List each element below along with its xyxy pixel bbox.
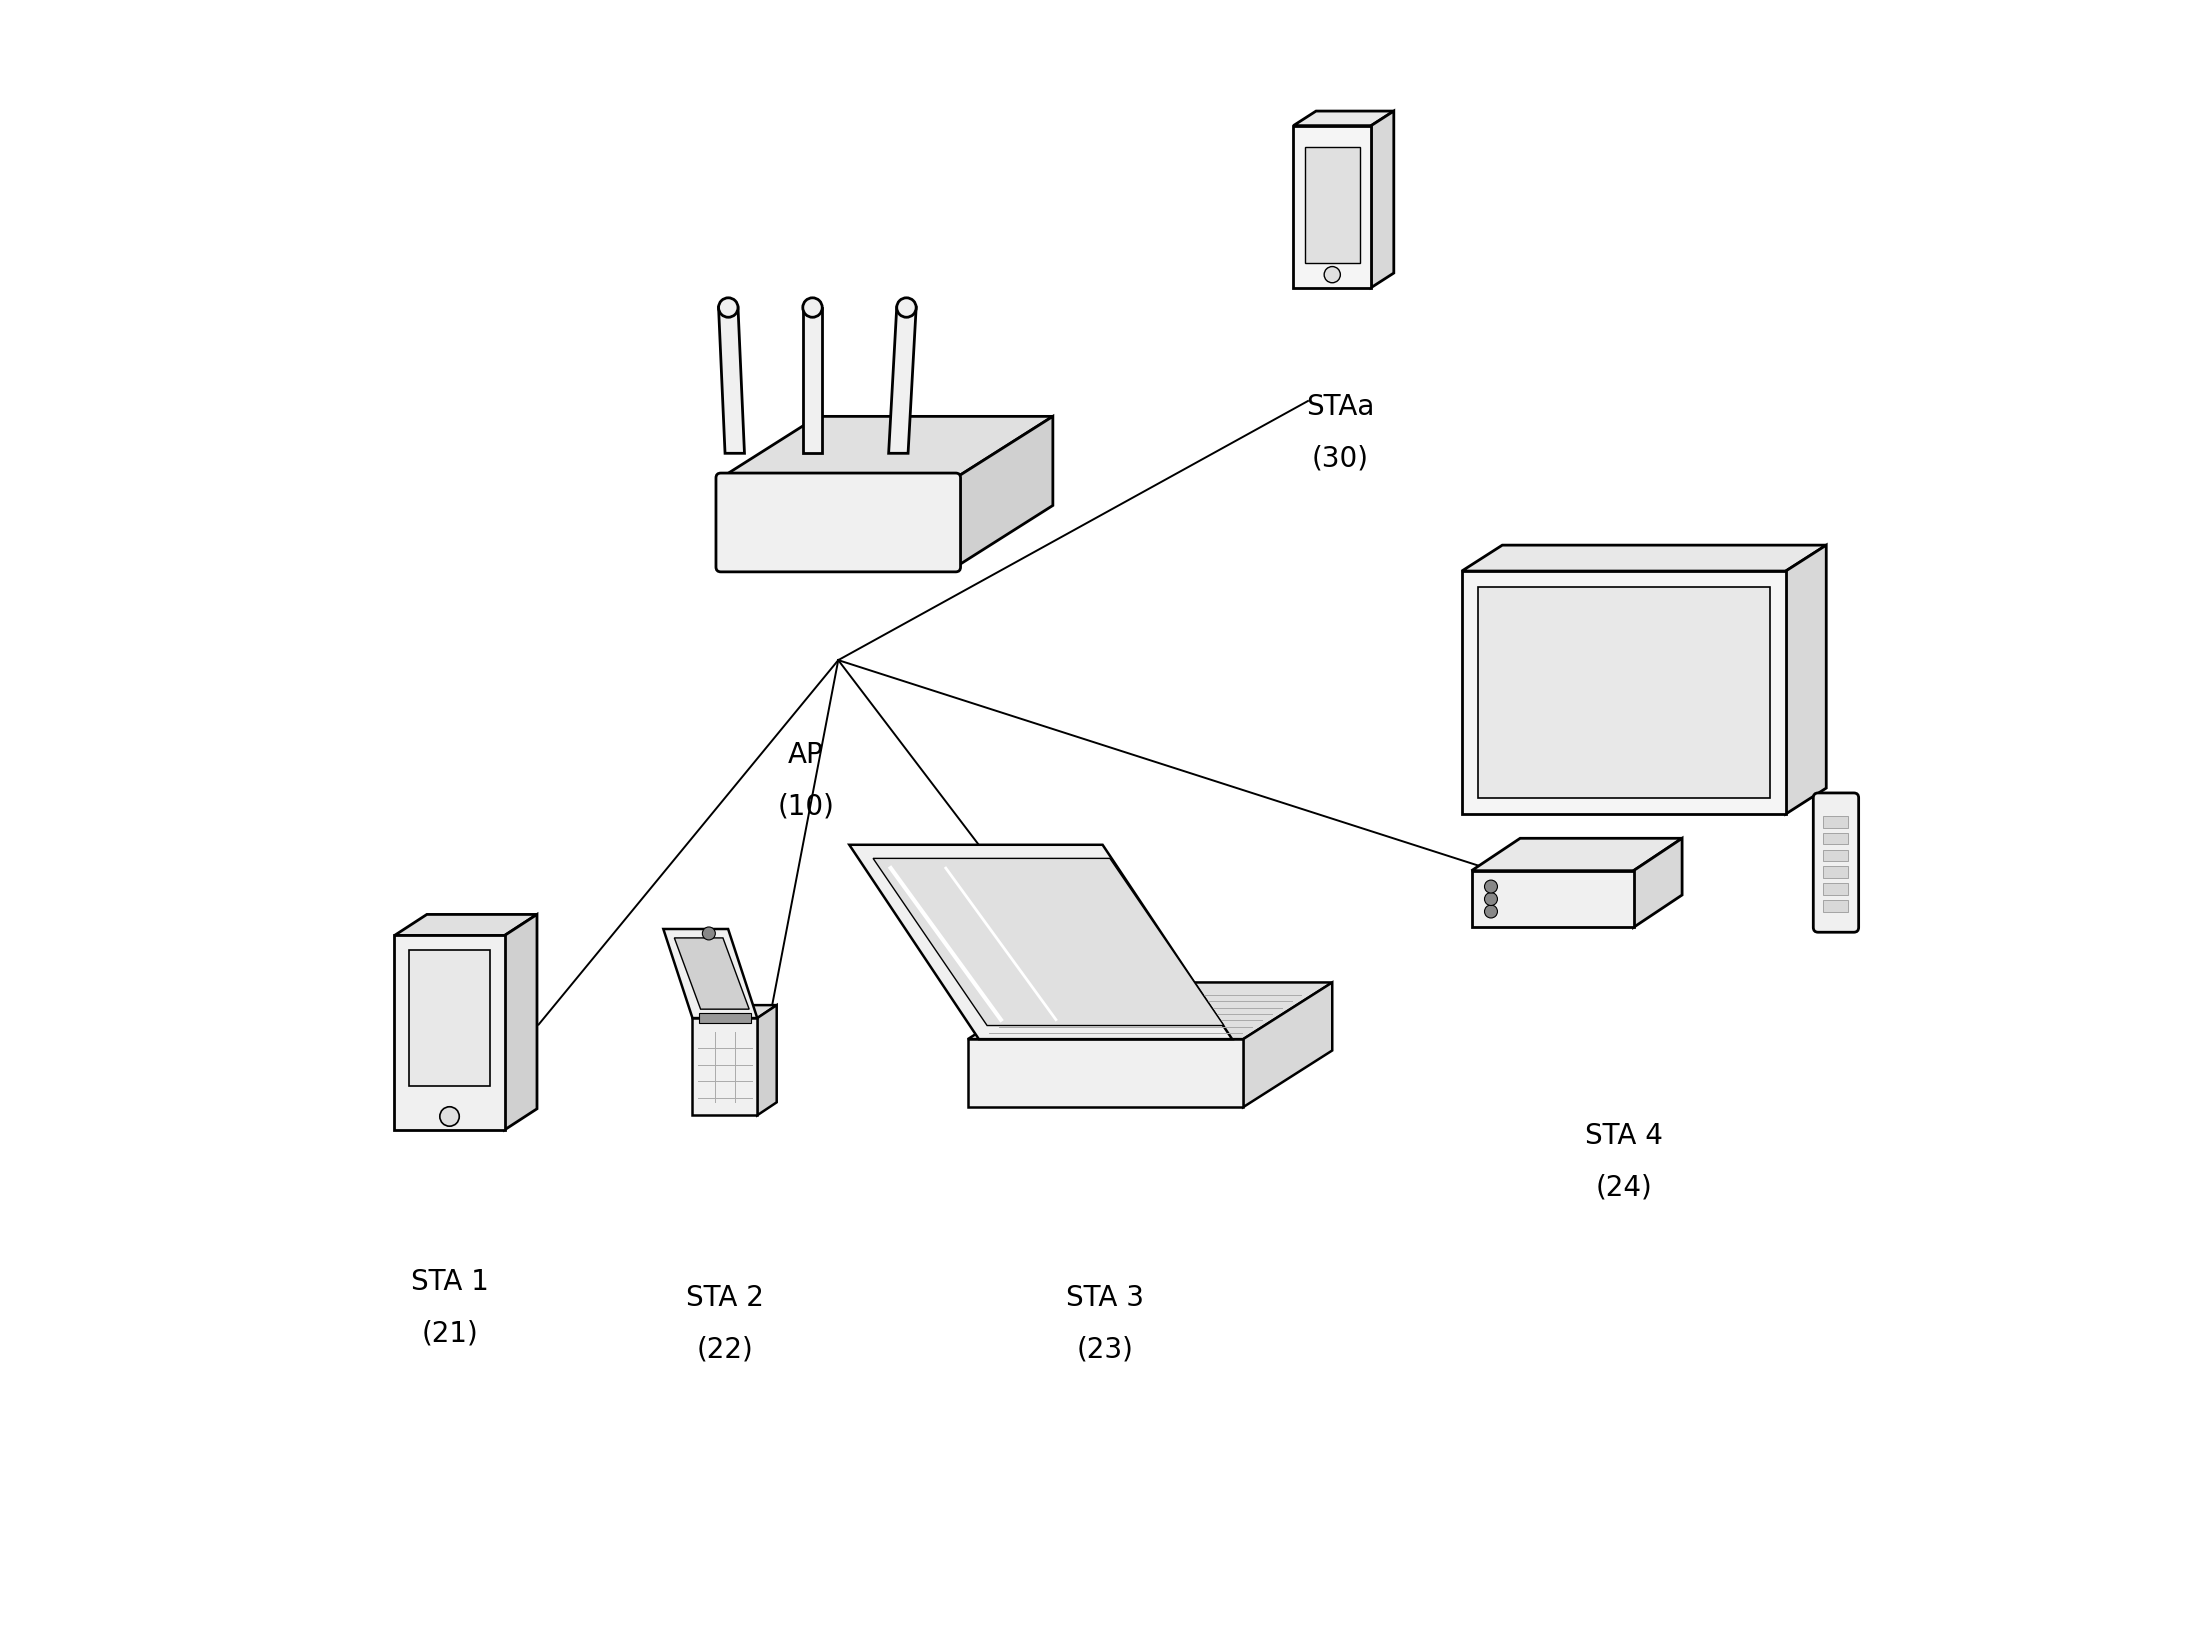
Polygon shape — [504, 915, 537, 1130]
Bar — [1824, 866, 1848, 877]
Circle shape — [719, 298, 738, 317]
Bar — [699, 1013, 752, 1022]
FancyBboxPatch shape — [1813, 793, 1859, 933]
Bar — [1824, 850, 1848, 861]
Polygon shape — [692, 1018, 758, 1115]
Polygon shape — [849, 845, 1232, 1039]
Text: (23): (23) — [1077, 1335, 1134, 1364]
Text: (10): (10) — [778, 793, 834, 821]
Polygon shape — [955, 417, 1052, 567]
Polygon shape — [663, 930, 758, 1018]
Bar — [1824, 900, 1848, 912]
Bar — [1824, 816, 1848, 827]
Text: STA 3: STA 3 — [1066, 1284, 1145, 1312]
Bar — [1304, 147, 1360, 264]
Circle shape — [1484, 892, 1497, 905]
Polygon shape — [692, 1004, 776, 1018]
Polygon shape — [721, 417, 1052, 479]
Polygon shape — [1461, 545, 1826, 571]
Circle shape — [703, 926, 716, 939]
Polygon shape — [803, 308, 822, 453]
Text: (22): (22) — [696, 1335, 754, 1364]
Text: STA 4: STA 4 — [1585, 1122, 1663, 1149]
Polygon shape — [1293, 111, 1393, 125]
Polygon shape — [1461, 571, 1786, 814]
Polygon shape — [1371, 111, 1393, 288]
Text: (24): (24) — [1596, 1174, 1652, 1201]
Text: (21): (21) — [420, 1319, 478, 1348]
Polygon shape — [1634, 838, 1683, 928]
Polygon shape — [758, 1004, 776, 1115]
Polygon shape — [1786, 545, 1826, 814]
Bar — [1824, 884, 1848, 895]
Polygon shape — [1293, 125, 1371, 288]
Text: STAa: STAa — [1307, 392, 1375, 422]
Circle shape — [1484, 881, 1497, 894]
Polygon shape — [719, 308, 745, 453]
Text: STA 2: STA 2 — [685, 1284, 763, 1312]
Circle shape — [1324, 267, 1340, 283]
Polygon shape — [1473, 838, 1683, 871]
Polygon shape — [1473, 871, 1634, 928]
Bar — [409, 951, 491, 1086]
Bar — [1824, 834, 1848, 845]
Polygon shape — [394, 936, 504, 1130]
Polygon shape — [394, 915, 537, 936]
Circle shape — [803, 298, 822, 317]
Bar — [1477, 588, 1769, 798]
Polygon shape — [968, 1039, 1243, 1107]
Polygon shape — [873, 858, 1225, 1026]
FancyBboxPatch shape — [716, 474, 960, 571]
Polygon shape — [674, 938, 750, 1009]
Polygon shape — [1243, 982, 1333, 1107]
Circle shape — [1484, 905, 1497, 918]
Circle shape — [440, 1107, 460, 1127]
Circle shape — [898, 298, 915, 317]
Text: STA 1: STA 1 — [411, 1268, 489, 1296]
Text: AP: AP — [787, 741, 825, 768]
Polygon shape — [889, 308, 915, 453]
Text: (30): (30) — [1311, 444, 1369, 472]
Polygon shape — [968, 982, 1333, 1039]
